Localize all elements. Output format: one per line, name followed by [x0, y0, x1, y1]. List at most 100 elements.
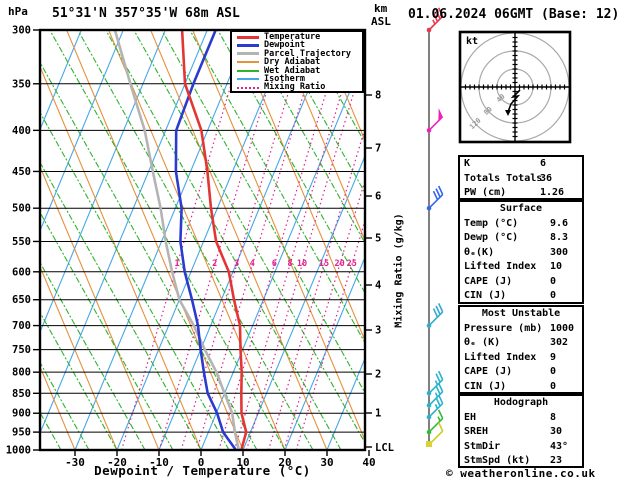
surface-cape-row: CAPE (J) 0 — [464, 275, 557, 287]
plot-border — [38, 28, 367, 452]
index-row-pw: PW (cm) 1.26 — [464, 187, 565, 198]
mixing-ratio-line — [158, 31, 286, 449]
temperature-tick-label: 0 — [198, 456, 205, 469]
wind-barb — [426, 108, 444, 133]
mu-lifted-index-row: Lifted Index 9 — [464, 351, 557, 363]
mixing-ratio-axis-title: Mixing Ratio (g/kg) — [393, 213, 405, 328]
altitude-tick-label: 6 — [375, 191, 381, 203]
wind-barb — [426, 185, 444, 211]
temperature-tick-label: 30 — [320, 456, 333, 469]
surface-box: Surface Temp (°C) 9.6 Dewp (°C) 8.3 θₑ(K) 3… — [458, 200, 584, 304]
mixing-ratio-value-label: 15 — [319, 259, 329, 269]
hodograph-trace-arrow — [505, 110, 511, 116]
pressure-axis: 300 350 400 450 500 550 600 650 700 750 800 850 900 9… — [6, 25, 40, 457]
mixing-ratio-value-label: 4 — [250, 259, 255, 269]
pressure-unit-label: hPa — [8, 5, 28, 18]
temperature-tick-label: -30 — [65, 456, 85, 469]
hodograph-box: Hodograph EH 8 SREH 30 StmDir 43° StmSpd (k… — [458, 394, 584, 468]
isotherm-line — [158, 31, 334, 449]
legend-item-dewpoint: Dewpoint — [232, 40, 362, 51]
wet-adiabat-line — [217, 31, 364, 293]
legend-label: Dewpoint — [264, 40, 305, 51]
isotherm-line-swatch — [237, 78, 259, 81]
pressure-tick-label: 950 — [12, 427, 31, 439]
dry-adiabat-line — [318, 31, 364, 140]
altitude-tick-label: 4 — [375, 280, 381, 292]
wet-adiabat-line — [105, 31, 342, 449]
pressure-tick-label: 850 — [12, 388, 31, 400]
surface-marker — [426, 441, 432, 447]
altitude-tick-label: 2 — [375, 369, 381, 381]
legend-label: Wet Adiabat — [264, 65, 321, 76]
pressure-tick-label: 900 — [12, 408, 31, 420]
dry-adiabat-line-swatch — [237, 61, 259, 64]
mixing-ratio-value-label: 10 — [297, 259, 307, 269]
temperature-tick-label: 20 — [278, 456, 291, 469]
mixing-ratio-value-label: 8 — [287, 259, 292, 269]
wet-adiabat-line — [49, 31, 286, 449]
hodograph-box-title: Hodograph — [493, 397, 549, 408]
temperature-line-swatch — [237, 35, 259, 39]
wind-barb — [426, 303, 444, 328]
wet-adiabat-line — [133, 31, 364, 443]
wet-adiabat-line — [41, 313, 118, 449]
legend-label: Mixing Ratio — [264, 82, 326, 93]
altitude-tick-label: 3 — [375, 325, 381, 337]
surface-temp-row: Temp (°C) 9.6 — [464, 217, 569, 229]
hodograph-trace — [507, 89, 521, 113]
dry-adiabat-line — [66, 31, 244, 449]
altitude-tick-label: 7 — [375, 143, 381, 155]
wet-adiabat-line — [41, 263, 146, 449]
mixing-ratio-value-label: 20 — [335, 259, 345, 269]
surface-box-title: Surface — [499, 203, 543, 214]
datetime-label: 01.06.2024 06GMT (Base: 12) — [408, 7, 620, 22]
legend-label: Temperature — [264, 32, 321, 42]
hodograph-ring-label: 40 — [495, 93, 507, 105]
dry-adiabat-line — [234, 31, 364, 340]
temperature-tick-label: 10 — [236, 456, 249, 469]
station-title: 51°31'N 357°35'W 68m ASL — [52, 6, 240, 21]
dry-adiabat-line — [41, 367, 76, 449]
x-axis-title: Dewpoint / Temperature (°C) — [94, 463, 311, 478]
mixing-ratio-line — [196, 31, 324, 449]
wet-adiabat-line — [301, 31, 364, 143]
mixing-ratio-line — [180, 31, 308, 449]
most-unstable-box-title: Most Unstable — [481, 308, 561, 319]
mixing-ratio-value-label: 1 — [174, 259, 179, 269]
pressure-tick-label: 750 — [12, 344, 31, 356]
hodograph-ring-label: 80 — [482, 105, 494, 117]
mixing-ratio-line-swatch — [237, 86, 259, 89]
mixing-ratio-line — [268, 129, 364, 449]
mixing-ratio-line — [234, 31, 361, 449]
pressure-tick-label: 300 — [12, 25, 31, 37]
mixing-ratio-line — [121, 31, 248, 449]
hodo-stmspd-row: StmSpd (kt) 23 — [464, 455, 563, 466]
mu-thetae-row: θₑ (K) 302 — [464, 337, 569, 348]
mixing-ratio-line — [295, 222, 364, 449]
temperature-tick-label: -20 — [107, 456, 127, 469]
mu-cape-row: CAPE (J) 0 — [464, 366, 557, 377]
wind-barb — [426, 394, 444, 420]
isotherm-line — [369, 30, 470, 450]
isotherm-line — [41, 31, 124, 230]
dry-adiabat-line — [192, 31, 364, 440]
mixing-ratio-value-label: 6 — [272, 259, 277, 269]
legend: Temperature Dewpoint Parcel Trajectory D… — [230, 30, 364, 93]
wind-barb — [426, 409, 444, 435]
dry-adiabat-line — [41, 67, 202, 449]
background-grid — [0, 30, 470, 450]
mixing-ratio-line — [218, 31, 346, 449]
wet-adiabat-line — [0, 30, 5, 450]
pressure-tick-label: 350 — [12, 78, 31, 90]
legend-item-temperature: Temperature — [232, 33, 362, 41]
legend-item-dry-adiabat: Dry Adiabat — [232, 58, 362, 67]
isotherm-line — [284, 258, 364, 449]
wind-barb-staff — [426, 7, 444, 448]
surface-lifted-index-row: Lifted Index 10 — [464, 261, 563, 272]
most-unstable-box: Most Unstable Pressure (mb) 1000 θₑ (K) 30… — [458, 305, 584, 394]
temperature-axis: -30 -20 -10 0 10 20 30 40 — [65, 450, 376, 469]
altitude-axis: 8 7 6 5 4 3 2 1 LCL — [365, 90, 394, 454]
wet-adiabat-line — [41, 213, 174, 449]
